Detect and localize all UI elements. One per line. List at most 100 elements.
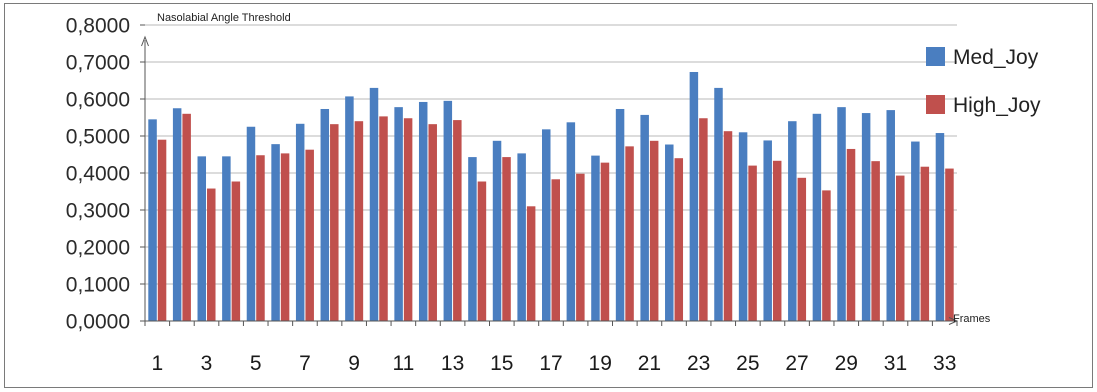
bar-med-joy bbox=[738, 132, 748, 321]
bar-high-joy bbox=[576, 173, 585, 321]
bar-med-joy bbox=[394, 107, 403, 321]
bar-high-joy bbox=[748, 165, 757, 321]
y-tick-label: 0,4000 bbox=[66, 163, 130, 186]
bar-med-joy bbox=[665, 144, 674, 321]
x-tick-label: 13 bbox=[441, 352, 464, 375]
x-tick-label: 17 bbox=[539, 352, 562, 375]
bar-med-joy bbox=[246, 126, 256, 321]
bar-med-joy bbox=[911, 141, 920, 321]
x-tick-label: 7 bbox=[299, 352, 311, 375]
bar-high-joy bbox=[822, 190, 831, 321]
legend-label: Med_Joy bbox=[953, 46, 1039, 69]
bar-high-joy bbox=[625, 146, 634, 321]
bar-high-joy bbox=[551, 179, 560, 321]
x-tick-label: 15 bbox=[490, 352, 513, 375]
bar-high-joy bbox=[600, 162, 610, 321]
x-tick-label: 1 bbox=[151, 352, 163, 375]
bar-high-joy bbox=[871, 161, 880, 321]
legend-swatch bbox=[926, 95, 945, 114]
bar-med-joy bbox=[935, 133, 945, 321]
bar-high-joy bbox=[305, 149, 314, 321]
gridlines bbox=[145, 24, 957, 285]
bar-high-joy bbox=[330, 124, 339, 321]
x-tick-label: 11 bbox=[392, 352, 414, 375]
y-axis-arrow bbox=[141, 35, 149, 47]
bar-high-joy bbox=[280, 153, 290, 321]
bar-high-joy bbox=[723, 131, 733, 321]
bar-high-joy bbox=[256, 155, 265, 321]
y-tick-label: 0,2000 bbox=[66, 237, 130, 260]
bar-med-joy bbox=[886, 110, 895, 321]
bar-high-joy bbox=[846, 148, 856, 321]
bar-med-joy bbox=[689, 71, 699, 322]
x-tick-label: 9 bbox=[348, 352, 360, 375]
axes bbox=[140, 24, 959, 326]
bar-high-joy bbox=[895, 175, 905, 321]
bar-med-joy bbox=[418, 101, 428, 322]
x-tick-label: 3 bbox=[201, 352, 213, 375]
x-tick-label: 31 bbox=[884, 352, 907, 375]
bar-high-joy bbox=[797, 177, 807, 321]
bar-high-joy bbox=[453, 120, 462, 321]
x-tick-label: 19 bbox=[589, 352, 612, 375]
legend-swatch bbox=[926, 47, 945, 66]
y-tick-label: 0,6000 bbox=[66, 89, 130, 112]
bar-med-joy bbox=[172, 108, 182, 321]
bar-high-joy bbox=[674, 158, 684, 321]
bar-med-joy bbox=[566, 122, 576, 321]
bar-med-joy bbox=[468, 157, 477, 321]
bar-med-joy bbox=[345, 96, 354, 321]
bar-high-joy bbox=[207, 188, 216, 321]
bar-med-joy bbox=[640, 114, 649, 321]
bar-med-joy bbox=[517, 153, 526, 321]
x-tick-label: 27 bbox=[785, 352, 808, 375]
bar-med-joy bbox=[148, 119, 157, 321]
bar-med-joy bbox=[222, 156, 231, 321]
bar-med-joy bbox=[542, 129, 551, 321]
x-tick-labels: 1 3 5 7 9 11 13 15 17 19 21 23 25 27 29 31 33 bbox=[151, 352, 956, 375]
x-tick-label: 33 bbox=[933, 352, 956, 375]
bar-med-joy bbox=[591, 155, 600, 321]
bar-med-joy bbox=[788, 121, 797, 321]
bar-med-joy bbox=[837, 107, 846, 321]
x-tick-label: 25 bbox=[736, 352, 759, 375]
bar-high-joy bbox=[379, 116, 388, 321]
bar-med-joy bbox=[492, 140, 502, 321]
bars bbox=[148, 71, 954, 322]
bar-med-joy bbox=[197, 156, 207, 321]
bar-med-joy bbox=[861, 113, 871, 321]
bar-high-joy bbox=[945, 168, 954, 321]
bar-high-joy bbox=[649, 140, 659, 321]
y-tick-label: 0,5000 bbox=[66, 126, 130, 149]
bar-high-joy bbox=[502, 157, 511, 321]
bar-high-joy bbox=[526, 206, 536, 321]
x-tick-label: 21 bbox=[638, 352, 661, 375]
bar-high-joy bbox=[182, 113, 191, 321]
bar-high-joy bbox=[231, 181, 241, 321]
bar-high-joy bbox=[354, 121, 364, 321]
bar-med-joy bbox=[812, 113, 822, 321]
legend: Med_Joy High_Joy bbox=[926, 46, 1041, 117]
y-tick-label: 0,8000 bbox=[66, 15, 130, 38]
bar-med-joy bbox=[615, 108, 625, 322]
y-tick-label: 0,7000 bbox=[66, 52, 130, 75]
y-tick-labels: 0,0000 0,1000 0,2000 0,3000 0,4000 0,5000 0,60… bbox=[66, 15, 130, 334]
bar-med-joy bbox=[714, 87, 723, 322]
bar-med-joy bbox=[295, 123, 305, 321]
y-tick-label: 0,3000 bbox=[66, 200, 130, 223]
bar-high-joy bbox=[428, 124, 437, 321]
x-tick-label: 29 bbox=[835, 352, 858, 375]
bar-high-joy bbox=[699, 118, 708, 322]
y-axis-title: Nasolabial Angle Threshold bbox=[157, 12, 291, 24]
x-axis-title: Frames bbox=[953, 313, 991, 325]
bar-high-joy bbox=[920, 166, 930, 321]
bar-med-joy bbox=[443, 100, 453, 321]
bar-med-joy bbox=[320, 108, 330, 322]
bar-high-joy bbox=[403, 118, 413, 322]
bar-high-joy bbox=[772, 160, 782, 321]
bar-med-joy bbox=[369, 87, 379, 322]
bar-med-joy bbox=[271, 144, 280, 321]
bar-high-joy bbox=[157, 139, 167, 321]
bar-med-joy bbox=[763, 140, 772, 321]
